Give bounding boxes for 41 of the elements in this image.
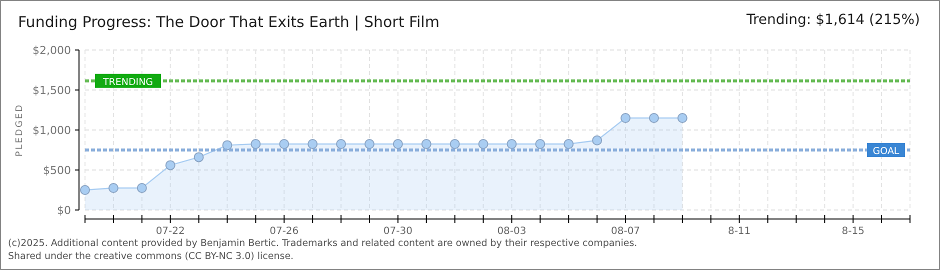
x-tick-label: 8-11 — [728, 226, 751, 237]
point — [421, 139, 432, 149]
point — [564, 139, 574, 149]
x-tick-label: 8-15 — [842, 226, 864, 237]
y-tick-label: $1,500 — [32, 84, 71, 97]
point — [80, 185, 90, 195]
text: Shared under the creative commons (CC BY-NC 3.0) license. — [8, 251, 294, 262]
point — [506, 139, 517, 149]
point — [535, 139, 546, 149]
x-tick-label: 07-30 — [383, 226, 412, 237]
point — [108, 183, 118, 193]
x-tick-label: 08-03 — [497, 226, 526, 237]
y-tick-label: $1,000 — [32, 124, 71, 137]
point — [222, 140, 232, 150]
x-tick-label: 07-22 — [156, 226, 185, 237]
ref-line-label: GOAL — [872, 146, 900, 157]
point — [450, 139, 460, 149]
point — [620, 113, 631, 123]
point — [677, 113, 688, 123]
point — [364, 139, 374, 149]
y-axis-title: PLEDGED — [15, 103, 25, 157]
ref-line-label: TRENDING — [102, 76, 154, 88]
point — [308, 139, 318, 149]
point — [648, 113, 659, 123]
chart-subtitle: Trending: $1,614 (215%) — [745, 12, 920, 28]
x-tick-label: 08-07 — [610, 226, 640, 237]
point — [478, 139, 488, 149]
point — [279, 139, 290, 149]
point — [592, 135, 602, 146]
y-tick-label: $0 — [57, 204, 71, 217]
point — [165, 160, 176, 170]
y-tick-label: $500 — [43, 164, 71, 177]
y-tick-label: $2,000 — [32, 44, 71, 57]
x-tick-label: 07-26 — [270, 226, 299, 237]
point — [136, 183, 147, 193]
point — [250, 139, 261, 149]
point — [336, 139, 346, 149]
chart-title: Funding Progress: The Door That Exits Earth | Short Film — [18, 13, 440, 31]
text: (c)2025. Additional content provided by Benjamin Bertic. Trademarks and related content are owned by their respective companies. — [8, 238, 638, 249]
point — [392, 139, 403, 149]
point — [194, 152, 204, 162]
